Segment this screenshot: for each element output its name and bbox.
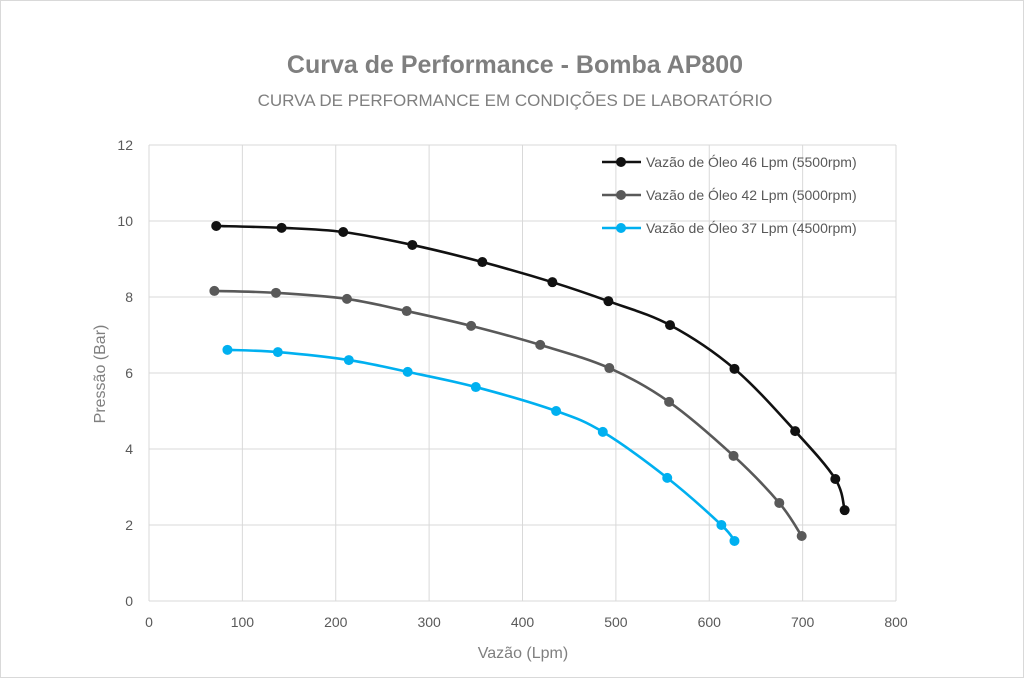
- data-point: [729, 535, 740, 546]
- x-tick-label: 800: [884, 614, 908, 630]
- series-line: [216, 224, 846, 511]
- data-point: [209, 285, 220, 296]
- x-tick-label: 200: [324, 614, 348, 630]
- legend-marker: [616, 190, 626, 200]
- data-point: [211, 220, 222, 231]
- x-axis-label: Vazão (Lpm): [478, 645, 568, 662]
- data-point: [535, 339, 546, 350]
- data-point: [796, 531, 807, 542]
- series-line: [227, 348, 736, 542]
- data-point: [664, 396, 675, 407]
- y-tick-label: 4: [125, 441, 133, 457]
- data-point: [603, 296, 614, 307]
- y-tick-label: 8: [125, 289, 133, 305]
- x-tick-label: 300: [417, 614, 441, 630]
- x-tick-label: 0: [145, 614, 153, 630]
- data-point: [728, 450, 739, 461]
- data-point: [341, 293, 352, 304]
- data-point: [839, 505, 850, 516]
- data-point: [597, 426, 608, 437]
- y-axis-label: Pressão (Bar): [92, 325, 109, 424]
- x-tick-label: 400: [511, 614, 535, 630]
- data-point: [662, 472, 673, 483]
- x-tick-label: 700: [791, 614, 815, 630]
- data-point: [276, 222, 287, 233]
- data-point: [477, 257, 488, 268]
- data-point: [470, 382, 481, 393]
- data-point: [401, 306, 412, 317]
- y-tick-label: 0: [125, 593, 133, 609]
- y-tick-label: 10: [117, 213, 133, 229]
- legend-marker: [616, 157, 626, 167]
- chart-subtitle: CURVA DE PERFORMANCE EM CONDIÇÕES DE LAB…: [258, 91, 773, 110]
- x-tick-label: 600: [698, 614, 722, 630]
- legend-label: Vazão de Óleo 46 Lpm (5500rpm): [646, 154, 857, 170]
- data-point: [338, 227, 349, 238]
- x-tick-label: 100: [231, 614, 255, 630]
- y-tick-label: 2: [125, 517, 133, 533]
- data-point: [665, 320, 676, 331]
- data-point: [716, 520, 727, 530]
- series-line: [214, 289, 803, 537]
- data-point: [604, 363, 615, 374]
- data-point: [270, 287, 281, 298]
- data-point: [830, 474, 841, 485]
- data-point: [222, 344, 233, 355]
- y-tick-label: 12: [117, 137, 133, 153]
- legend-label: Vazão de Óleo 37 Lpm (4500rpm): [646, 220, 857, 236]
- data-point: [272, 347, 283, 358]
- y-tick-label: 6: [125, 365, 133, 381]
- data-point: [343, 355, 354, 366]
- data-point: [402, 366, 413, 377]
- data-point: [466, 320, 477, 331]
- data-point: [774, 497, 785, 508]
- chart-title: Curva de Performance - Bomba AP800: [287, 51, 743, 79]
- data-point: [551, 406, 562, 416]
- data-point: [547, 277, 558, 288]
- data-point: [407, 239, 418, 250]
- legend-marker: [616, 223, 626, 233]
- data-point: [729, 363, 740, 374]
- x-tick-label: 500: [604, 614, 628, 630]
- legend-label: Vazão de Óleo 42 Lpm (5000rpm): [646, 187, 857, 203]
- data-point: [790, 426, 801, 437]
